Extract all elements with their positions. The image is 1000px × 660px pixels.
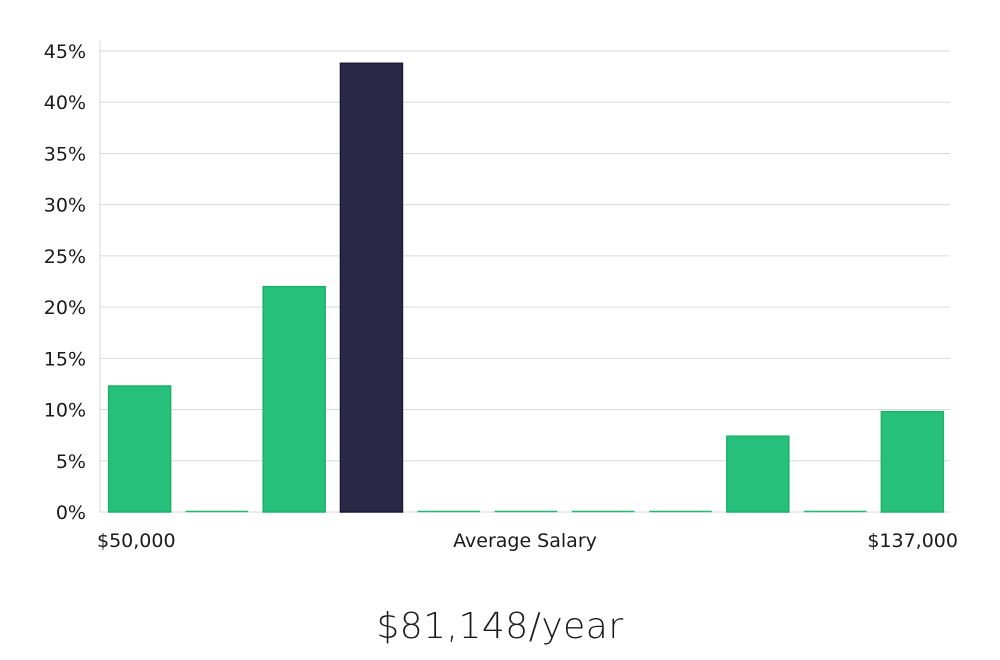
y-axis-ticks: 0% 5% 10% 15% 20% 25% 30% 35% 40% 45% <box>44 41 86 524</box>
y-tick-label: 45% <box>44 41 86 63</box>
bar <box>107 385 172 513</box>
bar <box>185 510 249 513</box>
y-tick-label: 0% <box>56 502 86 524</box>
y-tick-label: 5% <box>56 451 86 473</box>
x-min-label: $50,000 <box>97 530 176 552</box>
bar <box>803 510 867 513</box>
y-tick-label: 15% <box>44 348 86 370</box>
bar <box>262 285 326 513</box>
bar <box>726 435 790 513</box>
bar <box>417 510 480 513</box>
y-tick-label: 25% <box>44 246 86 268</box>
y-tick-label: 35% <box>44 143 86 165</box>
y-tick-label: 40% <box>44 92 86 114</box>
bar <box>494 510 558 513</box>
x-max-label: $137,000 <box>867 530 958 552</box>
grid-lines <box>100 50 950 513</box>
bars <box>107 62 945 513</box>
bar <box>649 510 712 513</box>
y-tick-label: 10% <box>44 400 86 422</box>
bar <box>880 410 945 513</box>
x-axis-title: Average Salary <box>453 530 597 552</box>
average-salary-headline: $81,148/year <box>376 606 624 647</box>
bar <box>572 510 635 513</box>
bar-highlighted <box>339 62 404 513</box>
y-tick-label: 20% <box>44 297 86 319</box>
y-tick-label: 30% <box>44 195 86 217</box>
